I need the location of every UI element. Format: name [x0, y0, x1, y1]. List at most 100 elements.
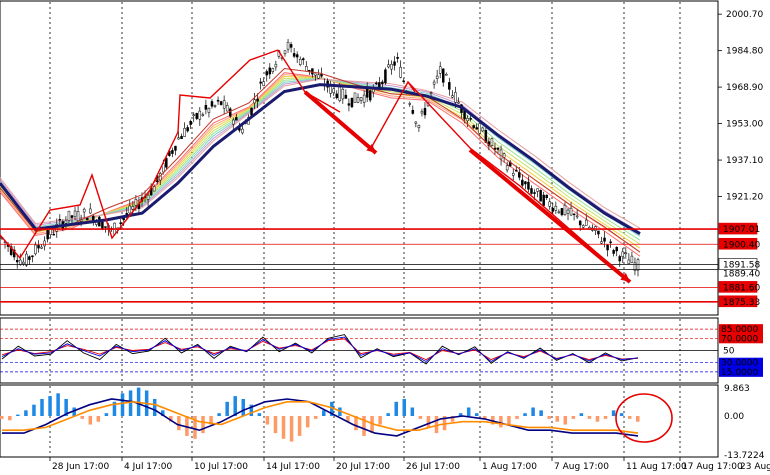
candle-body	[551, 207, 555, 212]
arrow-down-2	[468, 148, 632, 284]
candle-body	[146, 194, 150, 200]
candle-body	[359, 97, 363, 101]
candle-body	[289, 44, 293, 48]
macd-bar-29	[233, 396, 237, 417]
macd-bar-0	[0, 416, 4, 419]
candle-body	[189, 120, 192, 125]
macd-bar-62	[499, 416, 503, 428]
candle-body	[408, 103, 412, 105]
macd-bar-52	[418, 416, 423, 419]
candle-body	[518, 172, 521, 178]
macd-bar-27	[217, 413, 221, 417]
candle-body	[445, 73, 448, 76]
candle-body	[621, 251, 625, 257]
candle-body	[600, 241, 603, 244]
macd-bar-14	[112, 401, 117, 417]
candle-body	[186, 127, 189, 132]
candle-body	[533, 192, 536, 194]
level-tag-0	[718, 222, 758, 235]
candle-body	[128, 205, 132, 214]
macd-bar-39	[313, 416, 318, 419]
time-tick-label-1: 4 Jul 17:00	[124, 462, 173, 472]
candle-body	[402, 80, 405, 83]
candle-body	[581, 225, 585, 228]
macd-bar-28	[225, 401, 229, 417]
candle-body	[201, 114, 205, 116]
macd-bar-68	[547, 416, 551, 419]
macd-bar-45	[362, 416, 366, 436]
macd-bar-47	[378, 416, 382, 425]
candle-body	[542, 194, 545, 206]
macd-bar-56	[450, 416, 455, 422]
candle-body	[70, 215, 74, 218]
level-label-0: 1907.01	[723, 225, 760, 235]
candle-body	[43, 240, 46, 247]
macd-bar-12	[96, 416, 101, 422]
level-label-2: 1891.58	[723, 260, 760, 270]
macd-bar-19	[152, 398, 157, 417]
macd-bar-37	[297, 416, 302, 436]
time-tick-label-3: 14 Jul 17:00	[266, 462, 320, 472]
candle-body	[375, 82, 378, 85]
candle-body	[627, 259, 631, 265]
candle-body	[177, 137, 180, 140]
candle-body	[183, 128, 186, 137]
macd-bar-31	[249, 404, 254, 417]
candle-body	[633, 262, 637, 271]
time-tick-label-9: 17 Aug 17:00	[682, 462, 743, 472]
candle-body	[37, 245, 40, 249]
candle-body	[219, 101, 223, 105]
candle-body	[411, 110, 415, 114]
macd-bar-78	[627, 416, 632, 419]
macd-bar-60	[483, 416, 487, 419]
macd-series-1	[2, 400, 639, 434]
candle-body	[302, 58, 305, 61]
candle-body	[271, 68, 275, 72]
macd-panel-frame	[0, 384, 719, 458]
candle-body	[34, 244, 37, 255]
macd-bar-35	[281, 416, 286, 439]
candle-body	[314, 73, 317, 76]
candle-body	[195, 113, 199, 119]
macd-bar-33	[265, 416, 270, 425]
candle-body	[475, 127, 478, 130]
macd-bar-44	[354, 416, 358, 431]
arrow-down-1-head	[366, 143, 376, 153]
level-label-4: 1881.60	[723, 283, 760, 293]
candle-body	[356, 97, 360, 103]
candle-body	[31, 255, 34, 258]
level-tag-1	[718, 237, 758, 250]
candle-body	[19, 259, 22, 265]
candle-body	[478, 123, 482, 134]
rsi-label-0: 85.0000	[721, 325, 758, 335]
candle-body	[253, 99, 256, 104]
candle-body	[545, 194, 548, 198]
candle-body	[180, 135, 183, 139]
rsi-label-2: 50	[723, 347, 735, 357]
candle-body	[432, 81, 436, 85]
macd-bar-36	[289, 416, 294, 442]
macd-bar-21	[169, 416, 173, 422]
rsi-label-1: 70.0000	[721, 334, 758, 344]
macd-bar-8	[64, 398, 68, 417]
candle-body	[259, 81, 262, 84]
highlight-circle	[615, 393, 673, 443]
macd-tick-label-2: -13.7224	[724, 451, 765, 461]
candle-body	[210, 101, 214, 107]
macd-bar-6	[48, 396, 52, 417]
time-tick-label-4: 20 Jul 17:00	[336, 462, 390, 472]
candle-body	[119, 222, 122, 225]
macd-bar-50	[402, 398, 407, 417]
macd-bar-7	[56, 393, 60, 417]
candle-body	[630, 255, 634, 263]
time-tick-label-partial: 23 Aug 17:00	[740, 462, 770, 472]
candle-body	[362, 94, 366, 103]
candle-body	[286, 41, 290, 50]
candle-body	[207, 107, 211, 113]
rsi-tag-1	[719, 333, 763, 344]
rsi-tag-4	[719, 366, 763, 377]
macd-series-0	[2, 398, 639, 437]
candle-body	[165, 158, 168, 168]
